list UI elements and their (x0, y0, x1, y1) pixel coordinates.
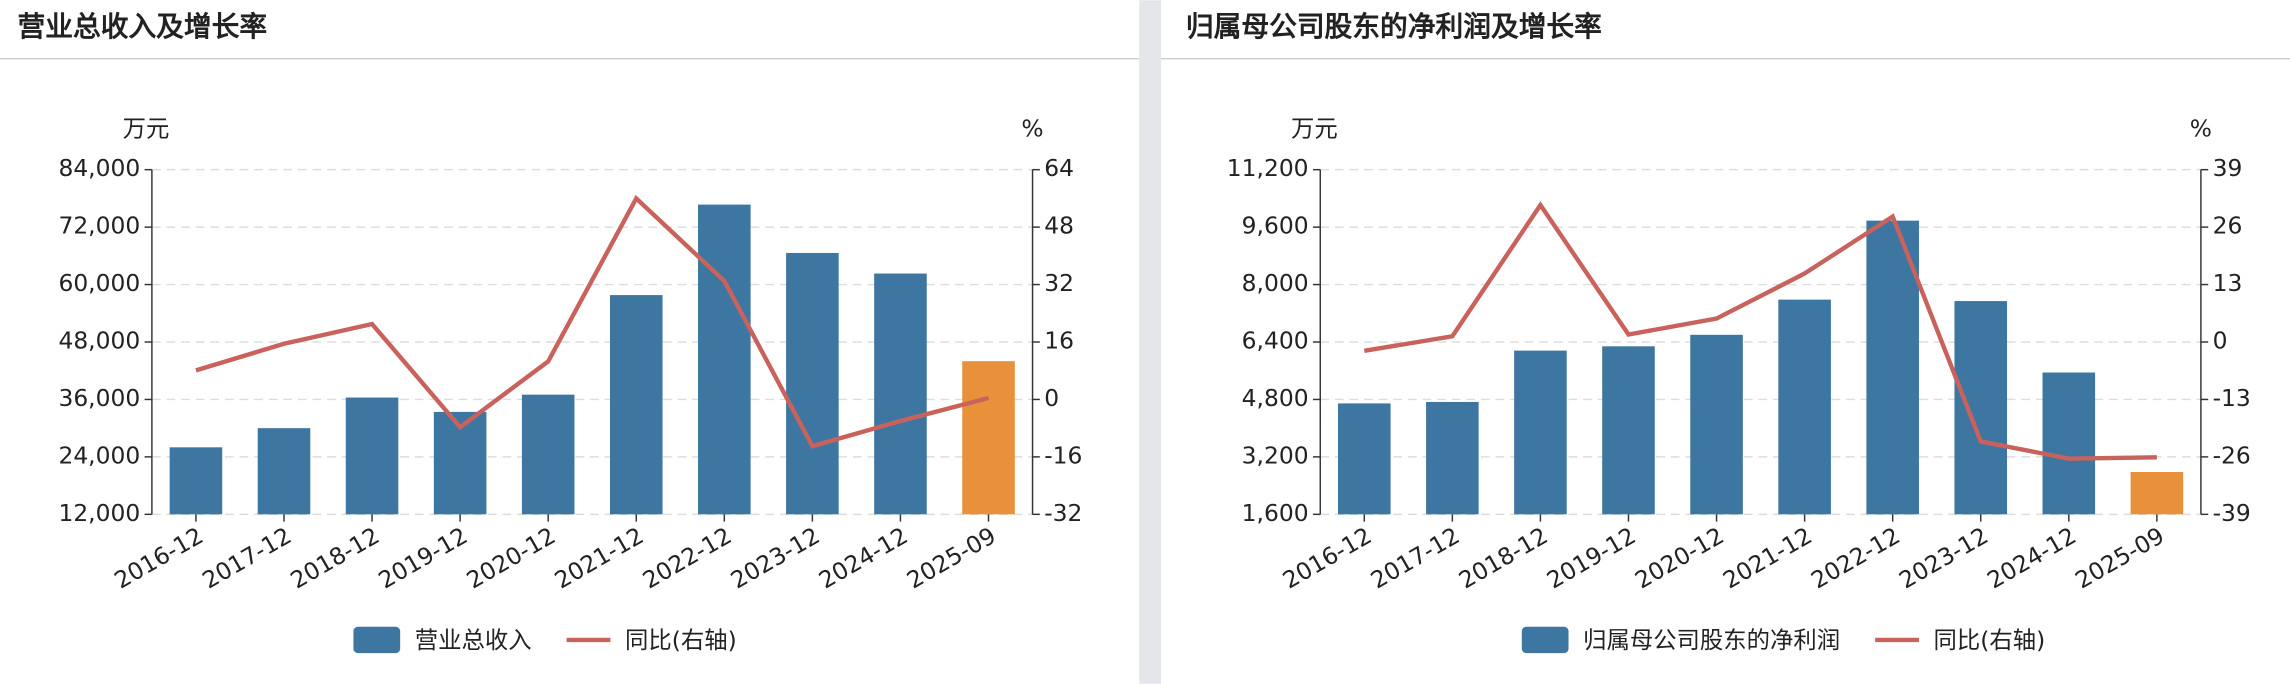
legend-label: 营业总收入 (415, 626, 532, 654)
y-tick-label: 12,000 (58, 499, 140, 527)
divider (1139, 0, 1162, 684)
y-tick-label: 8,000 (1242, 269, 1309, 297)
y-tick-label: 3,200 (1242, 441, 1309, 469)
y2-tick-label: 64 (1044, 154, 1074, 182)
y2-tick-label: -13 (2213, 384, 2251, 412)
legend-label: 同比(右轴) (1934, 626, 2046, 654)
y-tick-label: 6,400 (1242, 327, 1309, 355)
y-tick-label: 48,000 (58, 327, 140, 355)
y2-tick-label: 13 (2213, 269, 2243, 297)
bar (1602, 346, 1655, 515)
bar (1866, 220, 1919, 515)
y-tick-label: 36,000 (58, 384, 140, 412)
y-tick-label: 9,600 (1242, 212, 1309, 240)
y-unit: 万元 (123, 115, 170, 143)
y-unit: 万元 (1291, 115, 1338, 143)
chart-title: 营业总收入及增长率 (18, 10, 268, 43)
y2-unit: % (2190, 115, 2212, 143)
y2-tick-label: 0 (1044, 384, 1059, 412)
bar (169, 447, 223, 515)
y-tick-label: 84,000 (58, 154, 140, 182)
y2-tick-label: 16 (1044, 327, 1074, 355)
y2-tick-label: 39 (2213, 154, 2243, 182)
legend-swatch (1521, 626, 1569, 654)
bar (1514, 350, 1567, 515)
line (1363, 201, 2157, 461)
y-tick-label: 11,200 (1227, 154, 1309, 182)
y-tick-label: 60,000 (58, 269, 140, 297)
bar (1426, 401, 1479, 515)
line (195, 194, 990, 449)
y2-unit: % (1021, 115, 1043, 143)
bar (874, 273, 927, 515)
y-tick-label: 1,600 (1242, 499, 1309, 527)
bar (698, 204, 751, 515)
bar (2042, 372, 2096, 515)
y-tick-label: 24,000 (58, 441, 140, 469)
bar (1690, 334, 1743, 515)
bar (521, 394, 575, 515)
legend-swatch (353, 626, 401, 654)
y2-tick-label: 32 (1044, 269, 1074, 297)
y-tick-label: 72,000 (58, 212, 140, 240)
y2-tick-label: -32 (1044, 499, 1082, 527)
bar (257, 428, 311, 515)
bar (1337, 403, 1391, 515)
bar (786, 252, 839, 515)
y2-tick-label: -16 (1044, 441, 1082, 469)
bar (2130, 471, 2184, 515)
y2-tick-label: 0 (2213, 327, 2228, 355)
legend-label: 归属母公司股东的净利润 (1583, 626, 1840, 654)
y2-tick-label: 48 (1044, 212, 1074, 240)
bar (962, 361, 1015, 515)
bar (1954, 301, 2008, 515)
chart-title: 归属母公司股东的净利润及增长率 (1186, 10, 1602, 43)
y2-tick-label: -39 (2213, 499, 2251, 527)
y-tick-label: 4,800 (1242, 384, 1309, 412)
y2-tick-label: -26 (2213, 441, 2251, 469)
y2-tick-label: 26 (2213, 212, 2243, 240)
bar (345, 397, 399, 515)
bar (609, 295, 663, 515)
legend-label: 同比(右轴) (625, 626, 737, 654)
bar (1778, 299, 1831, 515)
